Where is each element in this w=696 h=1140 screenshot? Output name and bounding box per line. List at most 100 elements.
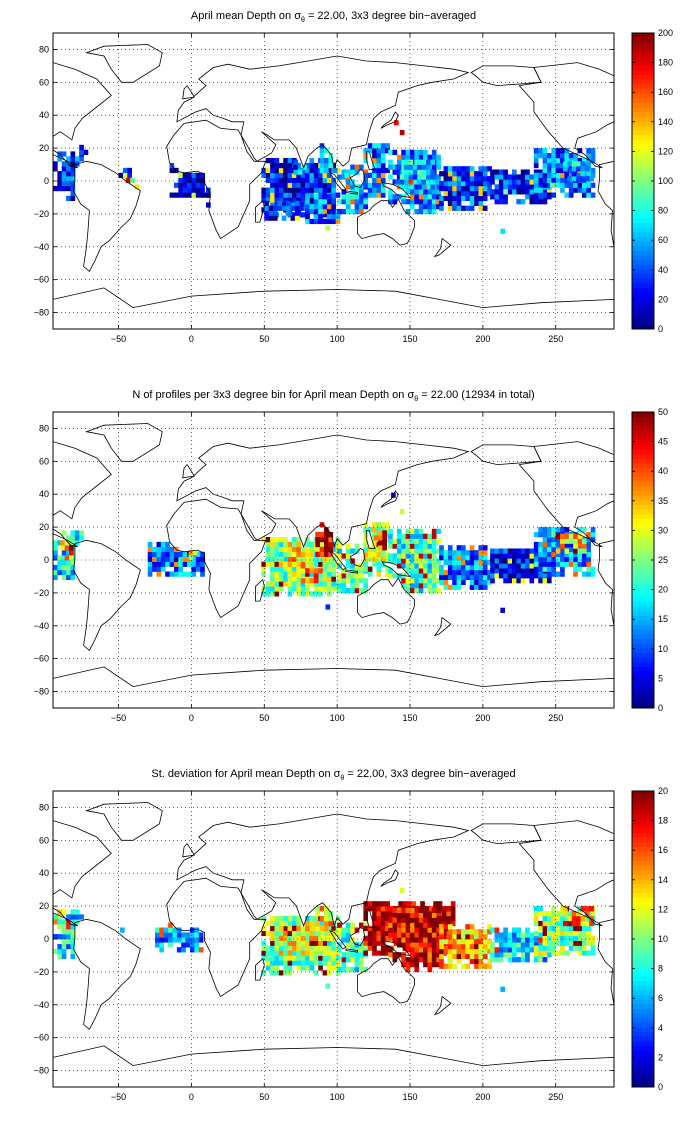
- data-cell: [474, 579, 479, 585]
- data-cell: [372, 906, 377, 912]
- data-cell: [313, 935, 319, 941]
- data-cell: [296, 182, 302, 188]
- data-cell: [410, 149, 415, 155]
- colorbar-segment: [632, 804, 654, 810]
- data-cell: [354, 947, 360, 953]
- data-cell: [268, 210, 274, 216]
- data-cell: [376, 906, 382, 912]
- data-cell: [430, 174, 436, 180]
- data-cell: [300, 197, 306, 203]
- data-cell: [589, 915, 594, 922]
- data-cell: [363, 922, 369, 928]
- data-cell: [388, 528, 393, 534]
- data-cell: [456, 171, 462, 177]
- data-cell: [474, 564, 479, 571]
- data-cell: [573, 153, 578, 159]
- data-cells: [53, 120, 596, 234]
- data-cell: [414, 533, 420, 539]
- data-cell: [367, 172, 373, 179]
- coastline: [518, 62, 614, 169]
- colorbar-segment: [632, 495, 654, 501]
- data-cell: [431, 583, 437, 589]
- data-cell: [331, 213, 336, 220]
- colorbar-segment: [632, 837, 654, 843]
- data-cell: [542, 950, 548, 956]
- data-cell: [436, 917, 441, 923]
- colorbar-segment: [632, 273, 654, 279]
- data-cell: [507, 573, 513, 579]
- data-cell: [452, 560, 457, 566]
- data-cell: [168, 927, 173, 933]
- data-cell: [300, 930, 306, 937]
- data-cell: [461, 963, 466, 969]
- data-cell: [324, 930, 329, 937]
- data-cell: [503, 942, 508, 948]
- data-cell: [287, 546, 293, 553]
- colorbar-segment: [632, 241, 654, 247]
- data-cell: [283, 960, 288, 966]
- data-cell: [423, 149, 428, 155]
- data-cell: [418, 917, 424, 923]
- data-cell: [442, 930, 447, 937]
- coastline: [166, 119, 267, 240]
- data-cell: [516, 553, 522, 559]
- data-cell: [401, 149, 406, 155]
- data-cell: [61, 948, 67, 955]
- data-cell: [586, 536, 591, 543]
- data-cell: [363, 546, 369, 553]
- data-cell: [359, 208, 364, 215]
- data-cell: [328, 915, 334, 922]
- colorbar-segment: [632, 472, 654, 478]
- data-cell: [498, 194, 504, 200]
- data-cell: [529, 553, 535, 559]
- colorbar-segment: [632, 929, 654, 935]
- data-cell: [363, 169, 369, 175]
- data-cell: [542, 182, 548, 188]
- data-cell: [79, 144, 84, 151]
- data-cell: [79, 530, 84, 536]
- colorbar-segment: [632, 462, 654, 468]
- data-cell: [401, 962, 406, 968]
- data-cell: [586, 546, 591, 553]
- data-cell: [401, 164, 406, 170]
- data-cell: [482, 176, 488, 182]
- data-cell: [265, 965, 271, 971]
- data-cell: [66, 181, 71, 187]
- data-cell: [335, 192, 341, 198]
- data-cell: [291, 581, 297, 587]
- data-cell: [367, 551, 373, 558]
- data-cell: [439, 943, 444, 950]
- data-cell: [363, 561, 369, 567]
- data-cell: [469, 550, 475, 556]
- colorbar-tick-label: 10: [658, 644, 668, 654]
- colorbar-segment: [632, 435, 654, 441]
- data-cell: [159, 932, 165, 938]
- data-cell: [401, 922, 406, 928]
- data-cell: [385, 571, 390, 577]
- data-cell: [189, 942, 195, 948]
- data-cell: [130, 177, 135, 183]
- data-cell: [178, 187, 183, 193]
- data-cell: [274, 551, 280, 558]
- data-cell: [456, 185, 462, 192]
- colorbar-segment: [632, 671, 654, 677]
- data-cell: [69, 550, 74, 556]
- data-cell: [431, 199, 437, 205]
- data-cell: [61, 176, 67, 182]
- data-cell: [313, 940, 319, 946]
- data-cell: [341, 957, 347, 963]
- data-cell: [265, 157, 271, 164]
- coastline: [255, 578, 265, 602]
- data-cell: [427, 573, 433, 579]
- data-cell: [278, 571, 284, 577]
- data-cell: [350, 952, 355, 958]
- data-cell: [147, 566, 153, 572]
- data-cell: [564, 551, 570, 558]
- data-cell: [525, 952, 530, 958]
- data-cell: [287, 950, 293, 956]
- data-cell: [274, 556, 280, 562]
- data-cell: [402, 945, 408, 951]
- colorbar-segment: [632, 675, 654, 681]
- data-cell: [487, 579, 492, 585]
- data-cell: [345, 548, 351, 554]
